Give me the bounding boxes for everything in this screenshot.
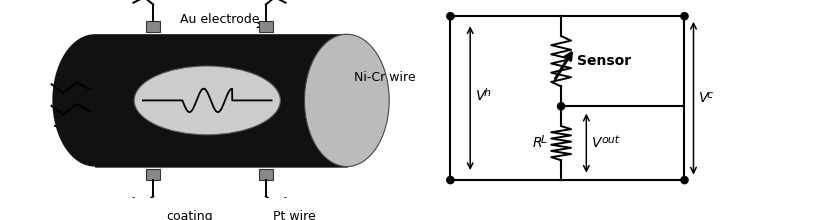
Circle shape — [557, 103, 565, 110]
Bar — [95, 34, 347, 167]
Text: Au electrode: Au electrode — [181, 13, 263, 28]
Ellipse shape — [305, 34, 389, 167]
Text: out: out — [601, 135, 620, 145]
Text: .: . — [51, 112, 58, 131]
Text: coating: coating — [166, 210, 212, 220]
Ellipse shape — [134, 66, 280, 135]
Text: Sensor: Sensor — [578, 54, 632, 68]
Text: c: c — [706, 90, 712, 99]
Bar — [146, 169, 160, 180]
Circle shape — [681, 176, 688, 184]
Text: Pt wire: Pt wire — [273, 210, 315, 220]
Text: V: V — [475, 89, 485, 103]
Text: h: h — [484, 88, 491, 98]
Circle shape — [447, 176, 454, 184]
Bar — [258, 21, 273, 31]
Circle shape — [681, 13, 688, 20]
Circle shape — [447, 13, 454, 20]
Text: L: L — [540, 135, 547, 145]
Ellipse shape — [52, 34, 137, 167]
Text: V: V — [699, 91, 708, 105]
Bar — [146, 21, 160, 31]
Text: R: R — [533, 136, 542, 150]
Text: V: V — [592, 136, 601, 150]
Text: Ni-Cr wire: Ni-Cr wire — [354, 71, 416, 84]
Bar — [258, 169, 273, 180]
